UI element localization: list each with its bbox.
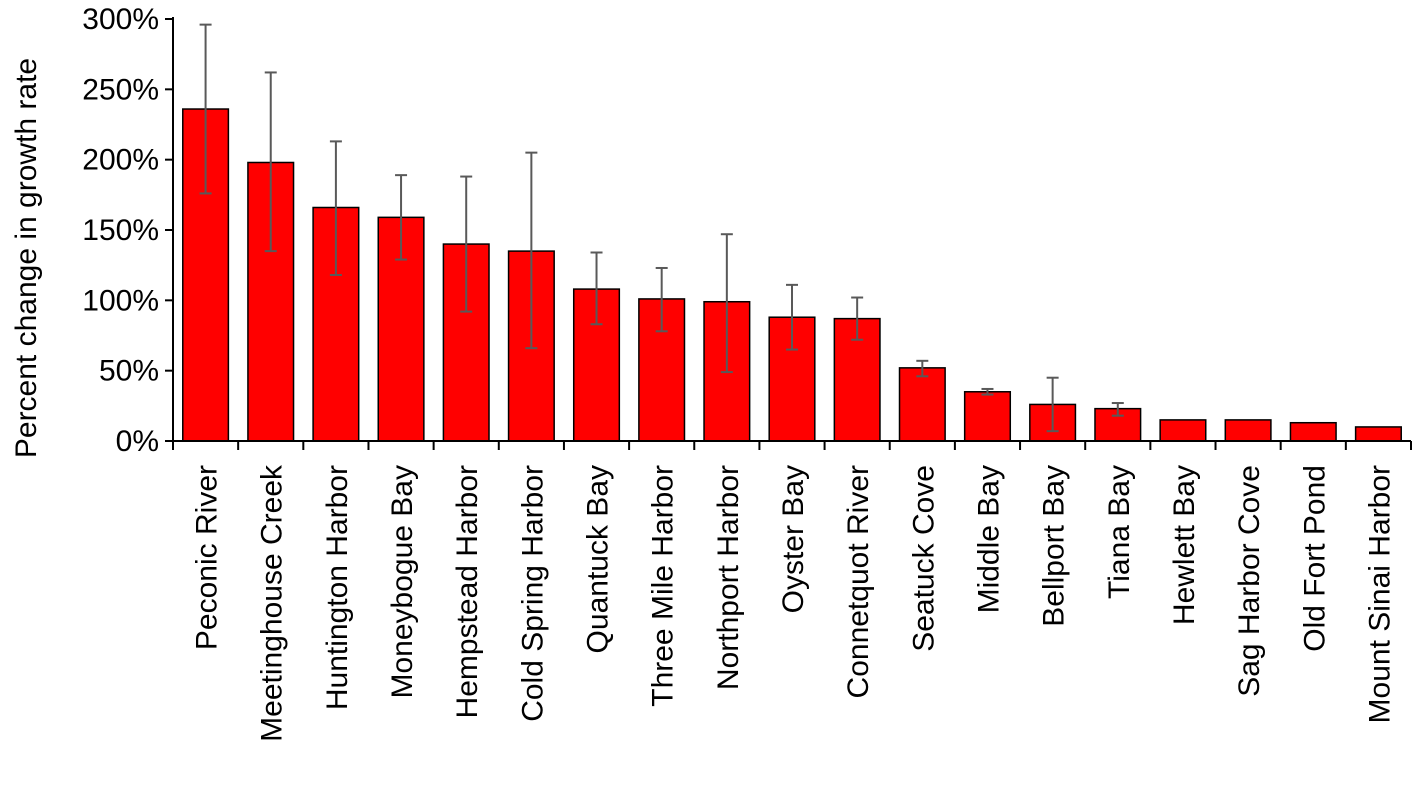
- category-label: Huntington Harbor: [321, 465, 354, 710]
- category-label: Seatuck Cove: [907, 465, 940, 652]
- x-axis: Peconic River Meetinghouse Creek Huntingto…: [172, 440, 1412, 742]
- category-label: Northport Harbor: [712, 465, 745, 690]
- category-label: Oyster Bay: [777, 465, 810, 613]
- y-tick-label: 50%: [99, 355, 159, 388]
- category-label: Quantuck Bay: [582, 465, 615, 653]
- bar: [1289, 421, 1337, 442]
- category-label: Connetquot River: [842, 465, 875, 698]
- y-tick-label: 100%: [82, 284, 159, 317]
- y-tick-label: 300%: [82, 3, 159, 36]
- y-axis-title: Percent change in growth rate: [10, 58, 43, 458]
- y-tick-label: 0%: [116, 425, 159, 458]
- category-label: Old Fort Pond: [1298, 465, 1331, 652]
- y-tick-label: 250%: [82, 73, 159, 106]
- category-label: Moneybogue Bay: [386, 465, 419, 699]
- category-label: Meetinghouse Creek: [256, 464, 289, 742]
- category-label: Mount Sinai Harbor: [1363, 465, 1396, 723]
- category-label: Sag Harbor Cove: [1233, 465, 1266, 697]
- y-tick-label: 150%: [82, 214, 159, 247]
- category-label: Hempstead Harbor: [451, 465, 484, 718]
- bar: [1354, 426, 1402, 442]
- bar: [1224, 419, 1272, 442]
- bar: [898, 367, 946, 442]
- category-label: Middle Bay: [972, 465, 1005, 613]
- category-label: Three Mile Harbor: [647, 465, 680, 707]
- category-label: Peconic River: [191, 465, 224, 650]
- bar: [963, 391, 1012, 442]
- category-label: Tiana Bay: [1103, 465, 1136, 599]
- plot-area: [182, 23, 1402, 442]
- category-label: Bellport Bay: [1038, 465, 1071, 627]
- y-tick-label: 200%: [82, 144, 159, 177]
- category-label: Cold Spring Harbor: [516, 465, 549, 722]
- category-label: Hewlett Bay: [1168, 465, 1201, 625]
- y-axis: 0% 50% 100% 150% 200% 250% 300%: [82, 3, 174, 458]
- bar: [1159, 419, 1207, 442]
